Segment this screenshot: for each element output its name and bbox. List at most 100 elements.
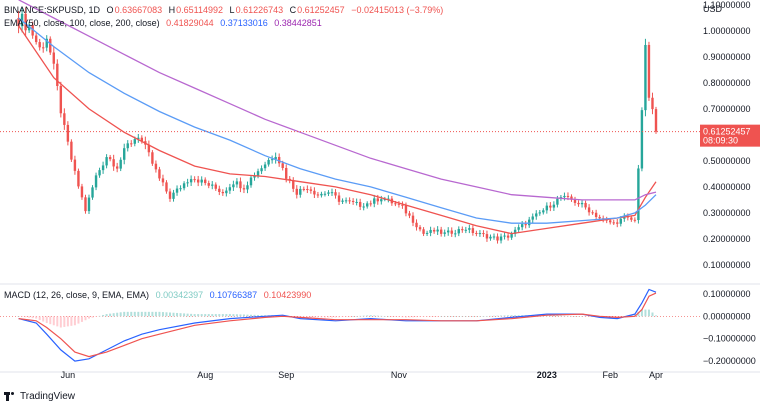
macd-histogram-bar	[38, 316, 41, 321]
low-value: 0.61226743	[235, 5, 284, 15]
candle-body	[422, 229, 425, 234]
candle-body	[475, 232, 478, 234]
candle-body	[186, 182, 189, 184]
candle-body	[429, 229, 432, 233]
macd-histogram-bar	[98, 315, 101, 317]
macd-histogram-bar	[521, 315, 524, 317]
candle-body	[49, 38, 52, 53]
candle-body	[563, 195, 566, 198]
ema100-value: 0.37133016	[220, 18, 268, 28]
macd-histogram-bar	[493, 315, 495, 317]
symbol-title: BINANCE:SKPUSD, 1D	[4, 5, 101, 15]
macd-histogram-bar	[570, 315, 573, 317]
time-tick-label: Sep	[278, 370, 294, 380]
macd-histogram-bar	[147, 311, 150, 317]
candle-body	[225, 190, 228, 194]
time-tick-label: 2023	[537, 370, 557, 380]
ema-label: EMA (50, close, 100, close, 200, close)	[4, 18, 160, 28]
macd-histogram-bar	[433, 316, 436, 317]
candle-body	[270, 159, 274, 161]
candle-body	[232, 184, 235, 188]
macd-histogram-bar	[394, 316, 397, 317]
macd-histogram-bar	[88, 316, 90, 319]
candle-body	[151, 152, 154, 164]
candle-body	[52, 52, 55, 64]
candle-body	[115, 166, 119, 169]
macd-histogram-bar	[80, 316, 83, 322]
macd-histogram-bar	[225, 314, 228, 317]
candle-body	[619, 218, 622, 224]
macd-histogram-bar	[401, 316, 404, 318]
price-tick-label: 0.40000000	[703, 182, 751, 192]
candle-body	[552, 204, 556, 208]
candle-body	[517, 227, 520, 230]
macd-histogram-bar	[316, 316, 319, 318]
macd-histogram-bar	[239, 314, 242, 317]
macd-histogram-bar	[461, 316, 464, 317]
candle-body	[112, 159, 115, 167]
price-tick-label: 0.10000000	[703, 260, 751, 270]
macd-histogram-bar	[218, 314, 221, 317]
macd-histogram-bar	[369, 315, 372, 317]
open-value: 0.63667083	[114, 5, 163, 15]
macd-histogram-bar	[24, 316, 27, 318]
candle-body	[492, 236, 496, 238]
macd-histogram-bar	[619, 316, 622, 317]
macd-histogram-bar	[464, 316, 467, 317]
candle-body	[418, 227, 422, 230]
ema-legend[interactable]: EMA (50, close, 100, close, 200, close) …	[4, 18, 326, 29]
macd-hist-value: 0.00342397	[155, 290, 204, 300]
candle-body	[87, 197, 91, 212]
candle-body	[246, 185, 249, 190]
macd-histogram-bar	[112, 313, 115, 317]
candle-body	[126, 143, 129, 149]
candle-body	[17, 17, 20, 27]
macd-histogram-bar	[28, 316, 31, 318]
candle-body	[573, 199, 577, 203]
macd-histogram-bar	[169, 312, 171, 317]
macd-histogram-bar	[144, 311, 147, 317]
macd-histogram-bar	[574, 316, 576, 317]
macd-histogram-bar	[380, 315, 383, 317]
countdown-value: 08:09:30	[703, 136, 738, 146]
macd-histogram-bar	[232, 314, 235, 317]
candle-body	[397, 203, 401, 205]
macd-histogram-bar	[31, 316, 34, 319]
candle-body	[77, 170, 80, 187]
candle-body	[640, 110, 644, 169]
candle-body	[235, 181, 239, 185]
candle-body	[415, 222, 418, 228]
candle-body	[242, 188, 246, 190]
candle-body	[193, 179, 196, 181]
macd-histogram-bar	[151, 311, 154, 317]
candle-body	[20, 13, 24, 27]
candle-body	[45, 38, 48, 48]
macd-histogram-bar	[250, 314, 252, 317]
macd-histogram-bar	[475, 316, 478, 317]
candle-body	[34, 35, 38, 43]
low-label: L	[229, 5, 235, 15]
candle-body	[394, 203, 397, 205]
macd-histogram-bar	[637, 311, 640, 317]
macd-histogram-bar	[204, 314, 207, 317]
macd-histogram-bar	[429, 316, 432, 317]
candle-body	[256, 171, 260, 176]
price-tick-label: 0.30000000	[703, 208, 751, 218]
candle-body	[204, 179, 207, 184]
macd-histogram-bar	[133, 311, 136, 317]
candle-body	[439, 229, 443, 234]
candle-body	[478, 233, 482, 235]
candle-body	[373, 198, 376, 204]
candle-body	[358, 201, 362, 207]
candle-body	[42, 47, 45, 49]
candle-body	[556, 198, 559, 205]
candle-body	[59, 86, 63, 114]
tradingview-logo[interactable]: TradingView	[4, 391, 75, 402]
ema50-value: 0.41829044	[166, 18, 214, 28]
macd-legend[interactable]: MACD (12, 26, close, 9, EMA, EMA) 0.0034…	[4, 290, 315, 301]
currency-label: USD	[703, 4, 723, 14]
candle-body	[369, 203, 372, 205]
macd-label: MACD (12, 26, close, 9, EMA, EMA)	[4, 290, 150, 300]
macd-histogram-bar	[42, 316, 45, 322]
